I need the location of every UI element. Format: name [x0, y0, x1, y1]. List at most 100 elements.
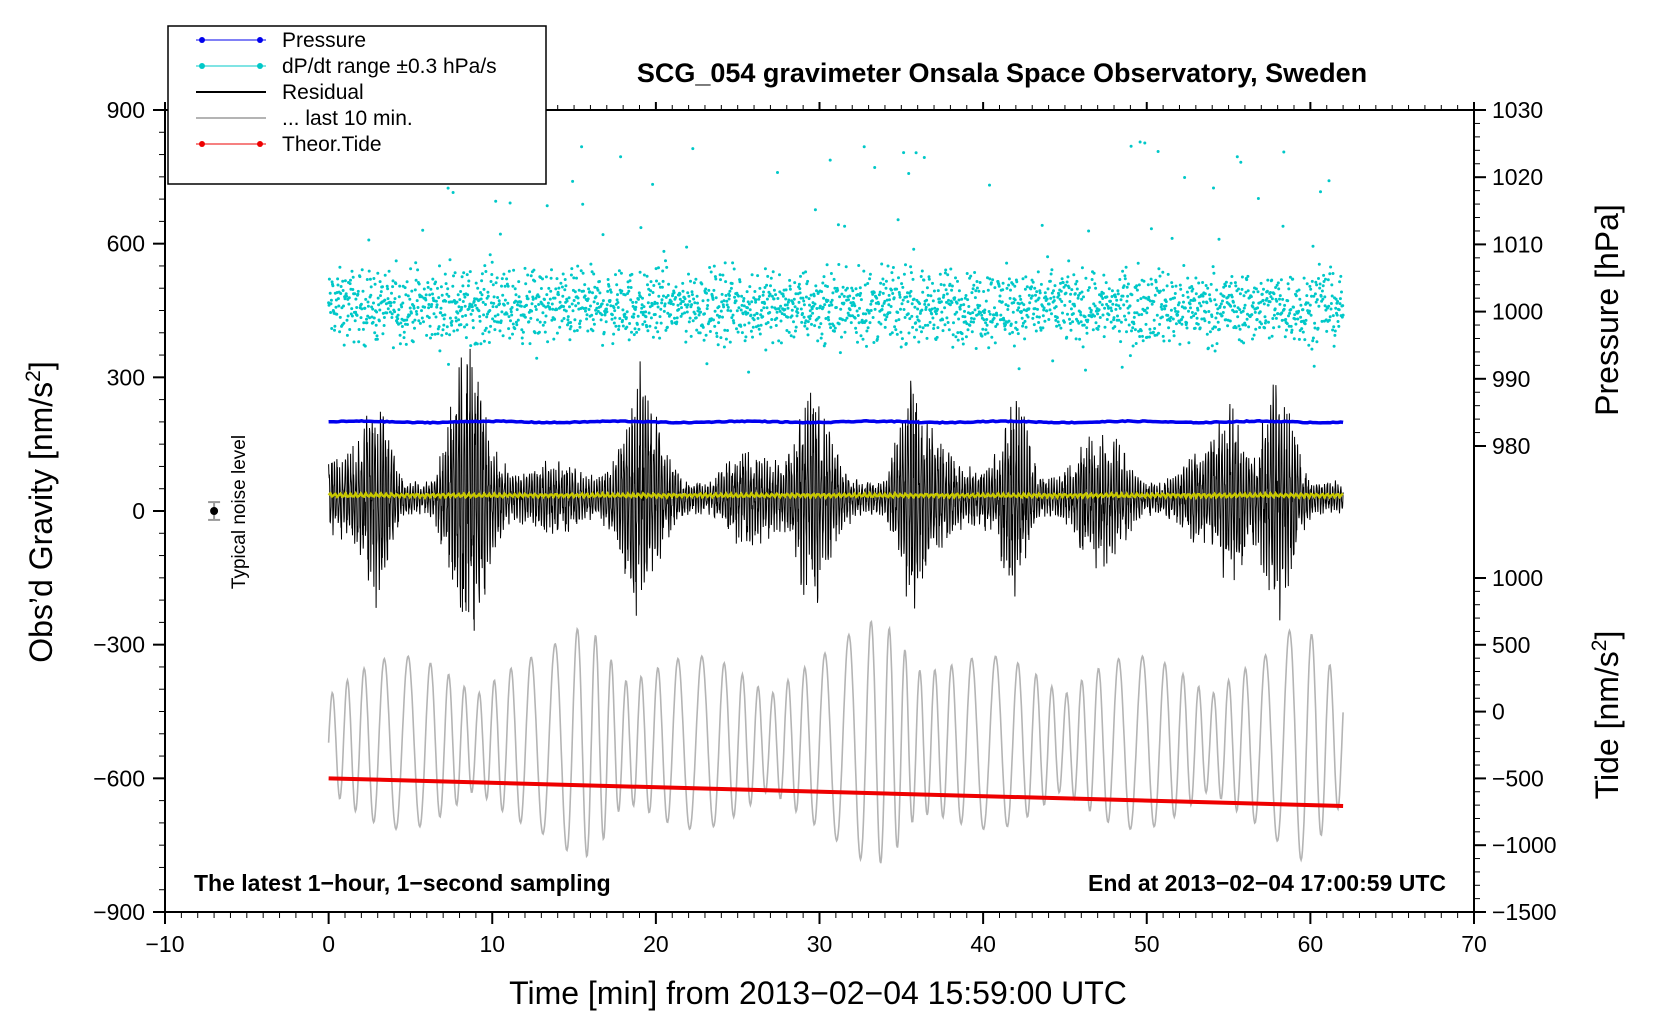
- dpdt-point: [889, 305, 893, 308]
- dpdt-point: [658, 315, 662, 319]
- dpdt-point: [549, 289, 553, 293]
- dpdt-point: [439, 306, 443, 310]
- dpdt-point: [330, 327, 334, 330]
- dpdt-point: [876, 335, 880, 339]
- dpdt-point: [868, 277, 872, 281]
- dpdt-point: [1160, 307, 1164, 311]
- dpdt-point: [1117, 329, 1121, 333]
- dpdt-point: [1097, 324, 1101, 328]
- dpdt-point: [852, 296, 856, 300]
- dpdt-point: [960, 297, 964, 301]
- dpdt-point: [412, 306, 416, 310]
- dpdt-point: [398, 333, 402, 337]
- dpdt-point: [568, 338, 572, 342]
- dpdt-point: [777, 339, 781, 343]
- dpdt-point: [1098, 300, 1102, 304]
- dpdt-point: [1229, 304, 1233, 308]
- dpdt-point: [1211, 265, 1215, 269]
- dpdt-point: [912, 297, 916, 301]
- dpdt-point: [906, 312, 910, 316]
- dpdt-point: [428, 293, 432, 297]
- dpdt-point: [992, 313, 996, 317]
- dpdt-point: [1126, 294, 1130, 298]
- dpdt-point: [575, 329, 579, 332]
- dpdt-point: [813, 208, 817, 212]
- dpdt-point: [605, 307, 608, 311]
- dpdt-point: [478, 315, 482, 318]
- dpdt-point: [1181, 315, 1185, 319]
- y-axis-title-pressure: Pressure [hPa]: [1589, 204, 1625, 416]
- dpdt-point: [596, 302, 600, 306]
- dpdt-point: [898, 293, 902, 297]
- dpdt-point: [670, 321, 674, 325]
- dpdt-point: [414, 261, 418, 265]
- dpdt-point: [1269, 295, 1273, 299]
- dpdt-point: [665, 265, 669, 269]
- dpdt-point: [887, 293, 891, 297]
- dpdt-point: [1118, 278, 1122, 281]
- dpdt-point: [1329, 307, 1333, 311]
- dpdt-point: [495, 305, 498, 309]
- dpdt-point: [568, 305, 571, 309]
- dpdt-point: [1238, 327, 1242, 331]
- dpdt-point: [1021, 324, 1025, 328]
- dpdt-point: [887, 303, 891, 307]
- dpdt-point: [1128, 304, 1132, 308]
- dpdt-point: [585, 313, 589, 317]
- dpdt-point: [402, 336, 406, 340]
- dpdt-point: [639, 310, 643, 314]
- dpdt-point: [408, 306, 412, 310]
- dpdt-point: [1084, 276, 1088, 280]
- dpdt-point: [814, 284, 818, 288]
- dpdt-point: [562, 305, 566, 308]
- dpdt-point: [806, 333, 810, 337]
- dpdt-point: [1265, 297, 1269, 300]
- dpdt-point: [998, 294, 1002, 298]
- dpdt-point: [919, 275, 923, 278]
- dpdt-point: [519, 300, 523, 304]
- dpdt-point: [468, 270, 472, 274]
- dpdt-point: [580, 145, 584, 149]
- dpdt-point: [608, 299, 612, 302]
- dpdt-point: [674, 285, 678, 289]
- dpdt-point: [517, 280, 521, 284]
- dpdt-point: [902, 308, 906, 311]
- dpdt-point: [378, 308, 382, 312]
- dpdt-point: [430, 333, 434, 336]
- dpdt-point: [364, 297, 368, 301]
- dpdt-point: [460, 305, 464, 309]
- dpdt-point: [897, 276, 900, 280]
- dpdt-point: [826, 285, 829, 288]
- dpdt-point: [370, 315, 374, 319]
- dpdt-point: [922, 156, 926, 159]
- dpdt-point: [1254, 327, 1258, 331]
- dpdt-point: [469, 344, 473, 348]
- dpdt-point: [866, 282, 870, 285]
- dpdt-point: [970, 291, 974, 295]
- dpdt-point: [923, 302, 927, 306]
- dpdt-point: [877, 302, 881, 306]
- dpdt-point: [334, 305, 338, 309]
- dpdt-point: [788, 284, 792, 288]
- dpdt-point: [745, 290, 749, 294]
- dpdt-point: [1332, 344, 1336, 348]
- dpdt-point: [375, 337, 379, 341]
- dpdt-point: [569, 325, 573, 328]
- dpdt-point: [995, 313, 999, 317]
- dpdt-point: [653, 313, 657, 316]
- dpdt-point: [956, 279, 959, 283]
- dpdt-point: [958, 307, 962, 311]
- dpdt-point: [491, 283, 495, 287]
- dpdt-point: [521, 342, 525, 346]
- dpdt-point: [1207, 310, 1211, 313]
- dpdt-point: [997, 284, 1001, 288]
- dpdt-point: [392, 300, 396, 304]
- dpdt-point: [918, 311, 922, 315]
- dpdt-point: [1331, 272, 1335, 275]
- dpdt-point: [1050, 291, 1054, 295]
- dpdt-point: [579, 269, 583, 273]
- dpdt-point: [469, 312, 473, 316]
- dpdt-point: [775, 310, 779, 314]
- dpdt-point: [500, 284, 503, 288]
- dpdt-point: [654, 326, 658, 330]
